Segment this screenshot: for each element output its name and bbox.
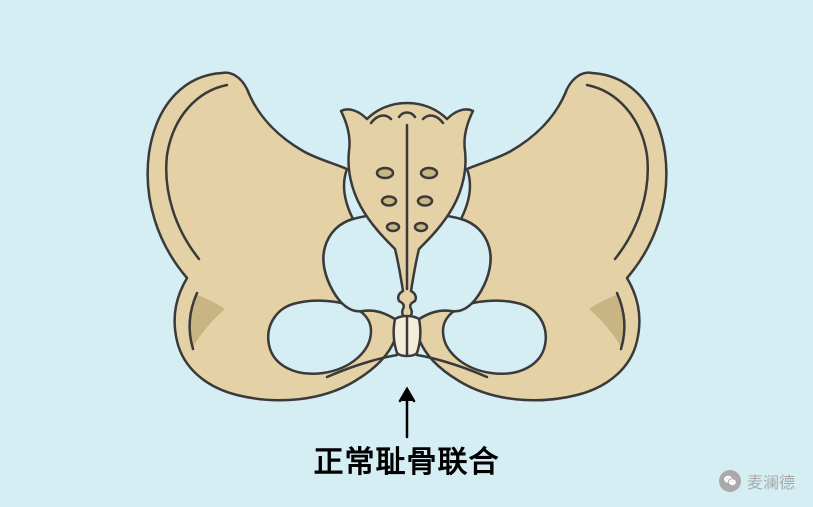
diagram-canvas: 正常耻骨联合 麦澜德 bbox=[0, 0, 813, 507]
label-arrow bbox=[397, 383, 417, 439]
pelvis-illustration bbox=[127, 33, 687, 413]
diagram-label: 正常耻骨联合 bbox=[314, 437, 500, 481]
wechat-icon bbox=[719, 470, 741, 492]
watermark-text: 麦澜德 bbox=[747, 469, 795, 493]
watermark: 麦澜德 bbox=[719, 469, 795, 493]
